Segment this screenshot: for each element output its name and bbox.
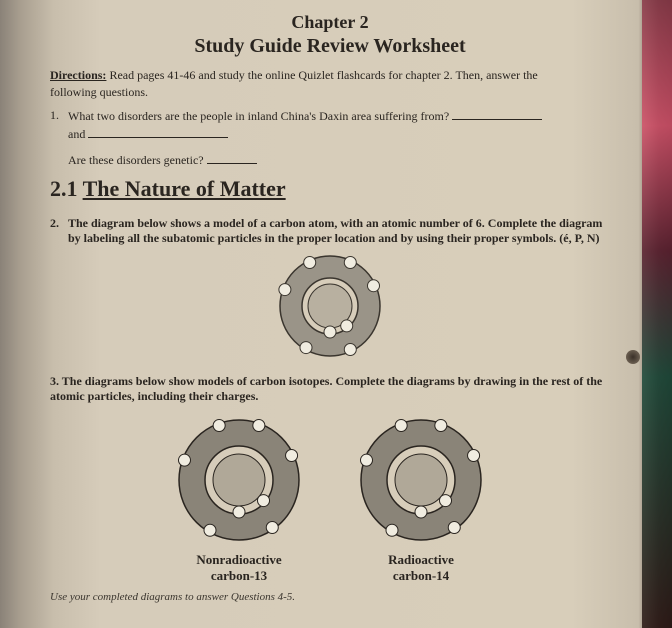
footer-note: Use your completed diagrams to answer Qu… — [50, 591, 610, 603]
question-2: 2. The diagram below shows a model of a … — [50, 216, 610, 246]
directions-label: Directions: — [50, 68, 106, 82]
question-3: 3. The diagrams below show models of car… — [50, 374, 610, 404]
blank-line — [452, 108, 542, 120]
q1-and-line: and — [68, 126, 610, 142]
carbon-14-label: Radioactive carbon-14 — [388, 552, 454, 583]
carbon-13-diagram — [173, 414, 305, 546]
carbon-14-column: Radioactive carbon-14 — [355, 414, 487, 583]
directions-text: Read pages 41-46 and study the online Qu… — [109, 68, 537, 82]
worksheet-page: Chapter 2 Study Guide Review Worksheet D… — [20, 0, 640, 628]
worksheet-title: Study Guide Review Worksheet — [50, 35, 610, 58]
section-heading: 2.1 The Nature of Matter — [50, 176, 610, 202]
carbon-14-diagram — [355, 414, 487, 546]
section-title: The Nature of Matter — [83, 176, 286, 201]
carbon-atom-diagram — [276, 252, 384, 360]
atom-diagram-pair: Nonradioactive carbon-13 Radioactive car… — [50, 414, 610, 583]
carbon-13-label: Nonradioactive carbon-13 — [196, 552, 281, 583]
q2-number: 2. — [50, 216, 68, 246]
directions-following: following questions. — [50, 85, 610, 100]
blank-line — [88, 126, 228, 138]
directions-line: Directions: Read pages 41-46 and study t… — [50, 68, 610, 83]
chapter-title: Chapter 2 — [50, 12, 610, 33]
section-number: 2.1 — [50, 176, 78, 201]
photo-right-edge — [642, 0, 672, 628]
q1-number: 1. — [50, 108, 68, 124]
q1-genetic-line: Are these disorders genetic? — [68, 152, 610, 168]
carbon-13-column: Nonradioactive carbon-13 — [173, 414, 305, 583]
blank-line — [207, 152, 257, 164]
q2-text: The diagram below shows a model of a car… — [68, 216, 610, 246]
question-1: 1. What two disorders are the people in … — [50, 108, 610, 124]
atom-diagram-single — [50, 252, 610, 360]
q1-text: What two disorders are the people in inl… — [68, 108, 610, 124]
